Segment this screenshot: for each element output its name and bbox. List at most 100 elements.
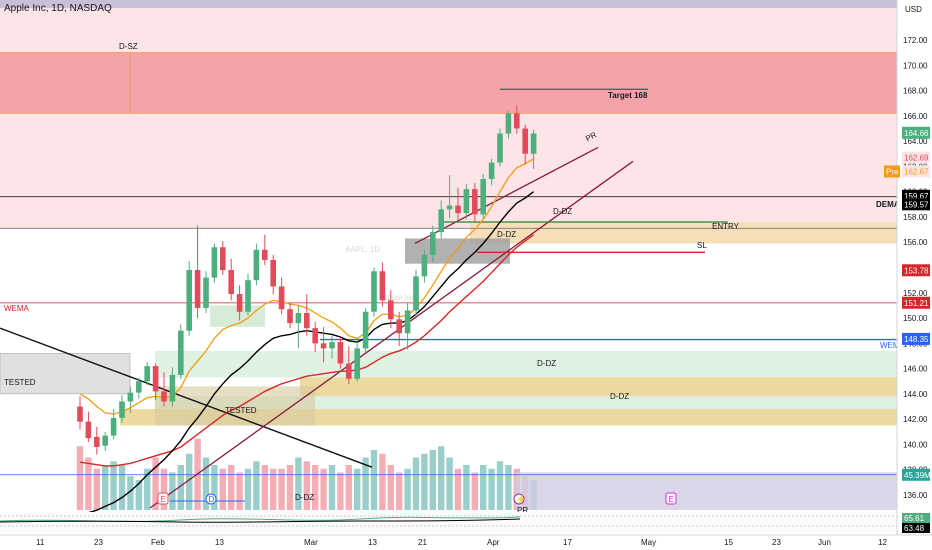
candle-body: [161, 391, 167, 402]
volume-bar: [278, 468, 285, 510]
candle-body: [245, 280, 251, 312]
volume-bar: [76, 446, 84, 510]
volume-bar: [496, 461, 504, 510]
volume-bar: [253, 461, 260, 510]
candle-body: [228, 270, 234, 295]
time-tick-label: 17: [563, 538, 572, 547]
volume-bar: [463, 465, 470, 510]
flash-marker-text: ⚡: [516, 494, 526, 504]
volume-bar: [438, 446, 445, 510]
volume-bar: [102, 465, 109, 510]
time-tick-label: Apr: [487, 538, 500, 547]
volume-bar: [202, 457, 210, 510]
candle-body: [110, 417, 117, 436]
candle-body: [472, 189, 478, 215]
dividend-marker: [205, 493, 217, 505]
time-tick-label: Feb: [151, 538, 165, 547]
time-tick-label: 23: [772, 538, 781, 547]
candle-body: [354, 348, 360, 379]
ddz-low-label: D-DZ: [610, 392, 629, 401]
candle-body: [505, 113, 512, 134]
price-label-text: 148.35: [904, 335, 929, 344]
price-label-text: 151.21: [904, 299, 929, 308]
time-tick-label: 13: [368, 538, 377, 547]
watermark-ticker: AAPL, 1D: [345, 245, 380, 254]
price-tick-label: 170.00: [903, 61, 928, 70]
volume-bar: [261, 465, 268, 510]
candle-body: [186, 270, 192, 331]
tested-mid-label: TESTED: [225, 406, 257, 415]
volume-bar: [219, 468, 226, 510]
earnings-marker-text: E: [161, 495, 166, 504]
time-tick-label: 23: [94, 538, 103, 547]
volume-bar: [144, 468, 151, 510]
indicator-value-text: 63.48: [904, 524, 925, 533]
downtrend-line: [0, 327, 373, 468]
candle-body: [438, 209, 444, 233]
gray-demand-box: [405, 238, 510, 264]
volume-bar: [362, 457, 369, 510]
volume-bar: [312, 465, 319, 510]
price-tick-label: 150.00: [903, 314, 928, 323]
candle-body: [514, 113, 520, 129]
volume-bar: [244, 468, 252, 510]
price-tick-label: 144.00: [903, 390, 928, 399]
price-label-text: 164.66: [904, 129, 929, 138]
chart-header: Apple Inc, 1D, NASDAQ: [4, 3, 112, 14]
candle-body: [77, 406, 83, 422]
candle-body: [522, 128, 528, 154]
price-label-text: 153.78: [904, 266, 929, 275]
candle-body: [85, 421, 92, 439]
volume-bar: [387, 465, 394, 510]
candle-body: [144, 366, 150, 382]
volume-bar: [177, 465, 184, 510]
dsz-label: D-SZ: [119, 42, 138, 51]
candle-body: [488, 162, 495, 180]
watermark-name: Apple Inc: [382, 293, 415, 302]
indicator-value-box: [902, 523, 930, 533]
candle-body: [413, 276, 419, 311]
price-label-text: 162.69: [904, 154, 929, 163]
volume-bar: [85, 457, 92, 510]
candle-body: [430, 232, 436, 255]
candle-body: [94, 436, 100, 447]
price-tick-label: 146.00: [903, 365, 928, 374]
candle-body: [346, 363, 352, 379]
candle-body: [152, 366, 159, 392]
earnings-marker-2-text: E: [669, 495, 674, 504]
volume-bar: [135, 480, 142, 510]
candle-body: [497, 133, 503, 163]
time-tick-label: 13: [215, 538, 224, 547]
price-tick-label: 168.00: [903, 87, 928, 96]
candle-body: [320, 343, 327, 349]
price-label-box: [902, 468, 930, 481]
volume-bar: [236, 472, 243, 510]
tested-left-label: TESTED: [4, 378, 36, 387]
volume-bar: [160, 468, 168, 510]
price-tick-label: 152.00: [903, 289, 928, 298]
price-label-box: [902, 296, 930, 309]
price-label-box: [902, 332, 930, 345]
demand-zone-green-2: [155, 396, 897, 410]
candle-body: [312, 328, 318, 344]
flash-marker: [513, 493, 525, 505]
tested-zone-mid: [155, 386, 315, 426]
volume-bar: [345, 465, 352, 510]
candle-body: [278, 286, 285, 310]
ddz-top-label: D-DZ: [553, 207, 572, 216]
price-label-text: 159.67: [904, 192, 929, 201]
candle-body: [446, 205, 453, 210]
volume-bar: [270, 468, 277, 510]
candle-body: [337, 342, 344, 364]
time-tick-label: 15: [724, 538, 733, 547]
small-demand-zone: [210, 305, 265, 327]
indicator-value-text: 65.61: [904, 514, 925, 523]
premarket-tag-text: Pre: [886, 167, 899, 176]
dividend-marker-text: D: [209, 495, 215, 504]
candle-body: [127, 392, 134, 402]
demand-zone-tan-1: [300, 377, 897, 397]
ddz-small-label: D-DZ: [497, 230, 516, 239]
time-tick-label: 12: [878, 538, 887, 547]
price-tick-label: 140.00: [903, 440, 928, 449]
